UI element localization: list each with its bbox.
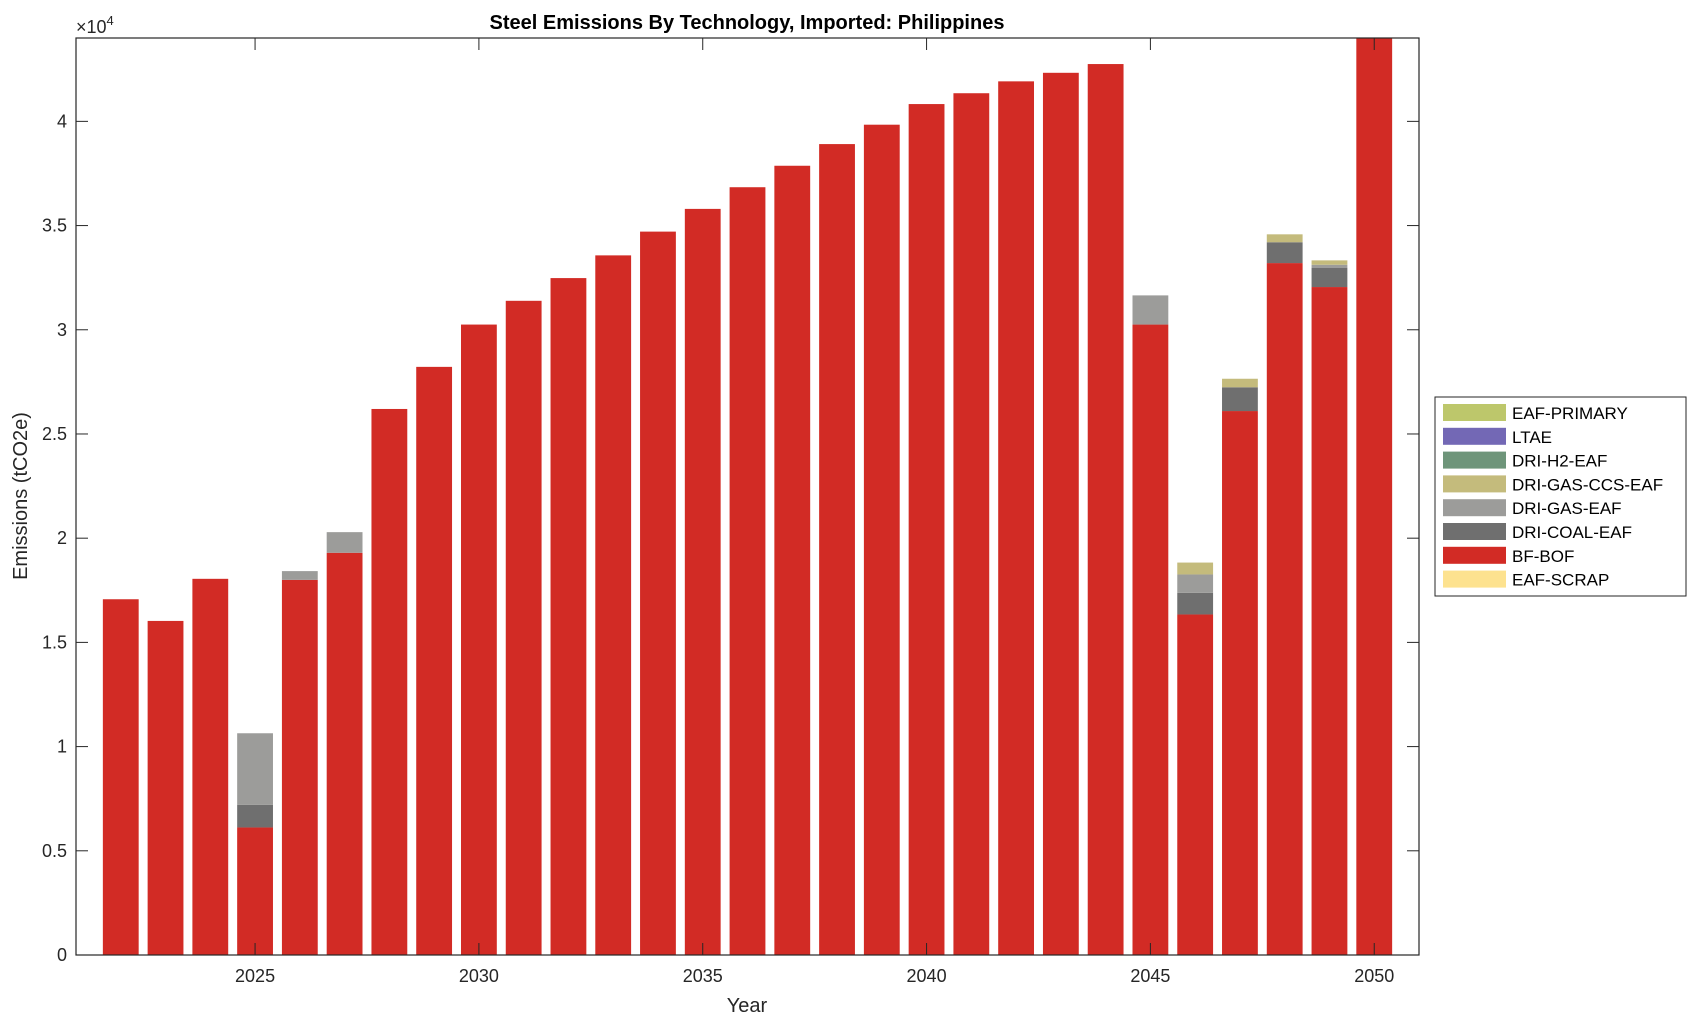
bar-bf-bof-2037: [774, 165, 811, 955]
legend-label-dri-h2-eaf: DRI-H2-EAF: [1512, 452, 1607, 471]
bar-bf-bof-2049: [1311, 287, 1348, 955]
legend-swatch-dri-gas-eaf: [1443, 499, 1506, 517]
bar-dri-gas-eaf-2049: [1311, 264, 1348, 268]
y-tick-label: 1.5: [42, 632, 67, 652]
bar-bf-bof-2050: [1356, 38, 1393, 955]
x-tick-label: 2035: [683, 966, 723, 986]
bar-bf-bof-2033: [595, 255, 632, 955]
bar-dri-coal-eaf-2047: [1222, 387, 1258, 412]
x-tick-label: 2030: [459, 966, 499, 986]
bar-bf-bof-2026: [281, 579, 318, 955]
x-tick-label: 2040: [907, 966, 947, 986]
bar-bf-bof-2044: [1087, 64, 1124, 955]
axes-box: [75, 37, 1420, 956]
chart-title: Steel Emissions By Technology, Imported:…: [490, 12, 1005, 34]
legend-label-dri-coal-eaf: DRI-COAL-EAF: [1512, 523, 1632, 542]
y-exponent-label: ×104: [76, 13, 114, 37]
x-axis-label: Year: [727, 995, 768, 1017]
y-tick-label: 4: [57, 111, 67, 131]
legend-label-eaf-primary: EAF-PRIMARY: [1512, 404, 1628, 423]
legend-swatch-eaf-scrap: [1443, 570, 1506, 588]
bar-bf-bof-2034: [640, 231, 676, 955]
legend-label-dri-gas-eaf: DRI-GAS-EAF: [1512, 499, 1622, 518]
y-tick-label: 0.5: [42, 841, 67, 861]
bar-bf-bof-2022: [102, 599, 139, 955]
bar-dri-gas-eaf-2027: [326, 532, 363, 553]
bars-group: [102, 38, 1393, 955]
y-axis-label: Emissions (tCO2e): [10, 412, 32, 580]
bar-bf-bof-2028: [371, 408, 408, 955]
bar-bf-bof-2025: [237, 827, 273, 955]
bar-bf-bof-2048: [1266, 263, 1303, 955]
legend: EAF-PRIMARY LTAE DRI-H2-EAF DRI-GAS-CCS-EAF…: [1434, 396, 1687, 597]
legend-label-dri-gas-ccs-eaf: DRI-GAS-CCS-EAF: [1512, 475, 1663, 494]
bar-bf-bof-2027: [326, 552, 363, 955]
legend-swatch-bf-bof: [1443, 546, 1506, 564]
y-tick-label: 2: [57, 528, 67, 548]
legend-swatch-dri-h2-eaf: [1443, 451, 1506, 469]
y-tick-label: 2.5: [42, 424, 67, 444]
bar-dri-gas-eaf-2026: [281, 571, 318, 580]
bar-bf-bof-2038: [819, 144, 855, 955]
x-tick-label: 2025: [235, 966, 275, 986]
bar-dri-gas-eaf-2025: [237, 733, 273, 805]
y-tick-label: 0: [57, 945, 67, 965]
bar-bf-bof-2029: [416, 366, 453, 955]
x-tick-label: 2045: [1130, 966, 1170, 986]
legend-label-eaf-scrap: EAF-SCRAP: [1512, 571, 1609, 590]
bar-bf-bof-2030: [460, 324, 497, 955]
bar-dri-gas-ccs-eaf-2049: [1311, 260, 1348, 265]
bar-dri-gas-eaf-2045: [1132, 295, 1169, 325]
bar-bf-bof-2042: [998, 81, 1035, 955]
bar-dri-gas-ccs-eaf-2047: [1222, 378, 1258, 388]
bar-bf-bof-2046: [1177, 614, 1214, 955]
legend-swatch-ltae: [1443, 427, 1506, 445]
y-tick-label: 1: [57, 737, 67, 757]
bar-dri-gas-ccs-eaf-2048: [1266, 234, 1303, 243]
bar-bf-bof-2036: [729, 187, 766, 955]
bar-bf-bof-2031: [505, 300, 542, 955]
bar-dri-gas-eaf-2046: [1177, 574, 1214, 593]
y-tick-label: 3.5: [42, 216, 67, 236]
bar-dri-coal-eaf-2025: [237, 804, 273, 828]
legend-label-bf-bof: BF-BOF: [1512, 547, 1574, 566]
bar-dri-coal-eaf-2048: [1266, 242, 1303, 264]
legend-swatch-eaf-primary: [1443, 404, 1506, 421]
y-tick-label: 3: [57, 320, 67, 340]
bar-bf-bof-2041: [953, 93, 990, 955]
bar-bf-bof-2024: [192, 578, 229, 955]
bar-bf-bof-2040: [908, 104, 945, 955]
bar-bf-bof-2043: [1042, 72, 1079, 955]
bar-dri-gas-ccs-eaf-2046: [1177, 562, 1214, 575]
ticks-group: 2025 2030 2035 2040 2045 2050 0 0.5 1 1.5 2 2.5 3 3.5…: [42, 38, 1419, 986]
legend-swatch-dri-coal-eaf: [1443, 523, 1506, 540]
bar-bf-bof-2023: [147, 620, 184, 955]
bar-dri-coal-eaf-2049: [1311, 267, 1348, 288]
bar-bf-bof-2047: [1222, 411, 1258, 955]
bar-bf-bof-2045: [1132, 324, 1169, 955]
x-tick-label: 2050: [1354, 966, 1394, 986]
legend-label-ltae: LTAE: [1512, 428, 1552, 447]
legend-swatch-dri-gas-ccs-eaf: [1443, 475, 1506, 493]
bar-bf-bof-2032: [550, 278, 587, 955]
bar-bf-bof-2035: [684, 208, 721, 955]
bar-dri-coal-eaf-2046: [1177, 592, 1214, 615]
bar-bf-bof-2039: [863, 124, 900, 955]
